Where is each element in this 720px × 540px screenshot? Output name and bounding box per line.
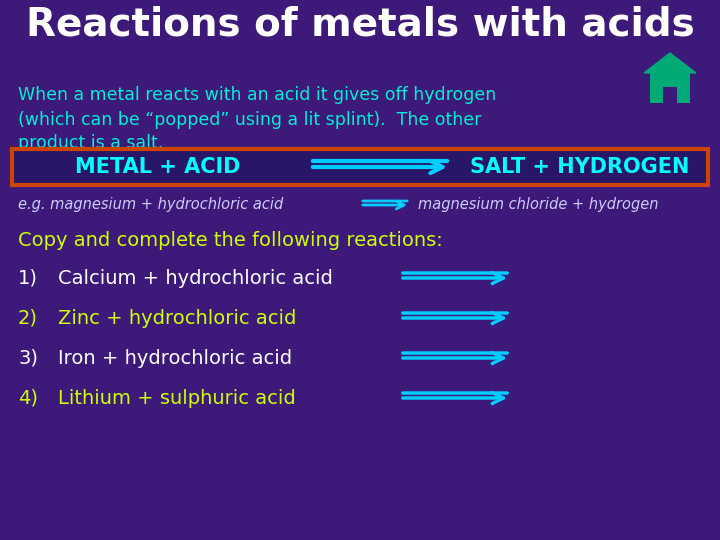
Text: 3): 3) (18, 348, 38, 368)
Text: When a metal reacts with an acid it gives off hydrogen: When a metal reacts with an acid it give… (18, 86, 496, 104)
Text: Iron + hydrochloric acid: Iron + hydrochloric acid (58, 348, 292, 368)
Text: Reactions of metals with acids: Reactions of metals with acids (26, 6, 694, 44)
Text: Zinc + hydrochloric acid: Zinc + hydrochloric acid (58, 308, 297, 327)
Text: 2): 2) (18, 308, 38, 327)
Text: Lithium + sulphuric acid: Lithium + sulphuric acid (58, 388, 296, 408)
Text: (which can be “popped” using a lit splint).  The other: (which can be “popped” using a lit splin… (18, 111, 482, 129)
Bar (650, 73, 690, 103)
Text: product is a salt.: product is a salt. (18, 134, 163, 152)
Text: 4): 4) (18, 388, 38, 408)
Text: 1): 1) (18, 268, 38, 287)
Bar (12, 149, 708, 185)
Polygon shape (644, 53, 696, 73)
Text: e.g. magnesium + hydrochloric acid: e.g. magnesium + hydrochloric acid (18, 198, 283, 213)
Bar (0, 0, 720, 50)
Text: Calcium + hydrochloric acid: Calcium + hydrochloric acid (58, 268, 333, 287)
Text: Copy and complete the following reactions:: Copy and complete the following reaction… (18, 231, 443, 249)
Text: SALT + HYDROGEN: SALT + HYDROGEN (470, 157, 689, 177)
Text: METAL + ACID: METAL + ACID (75, 157, 240, 177)
Bar (663, 87, 677, 103)
Text: magnesium chloride + hydrogen: magnesium chloride + hydrogen (418, 198, 659, 213)
